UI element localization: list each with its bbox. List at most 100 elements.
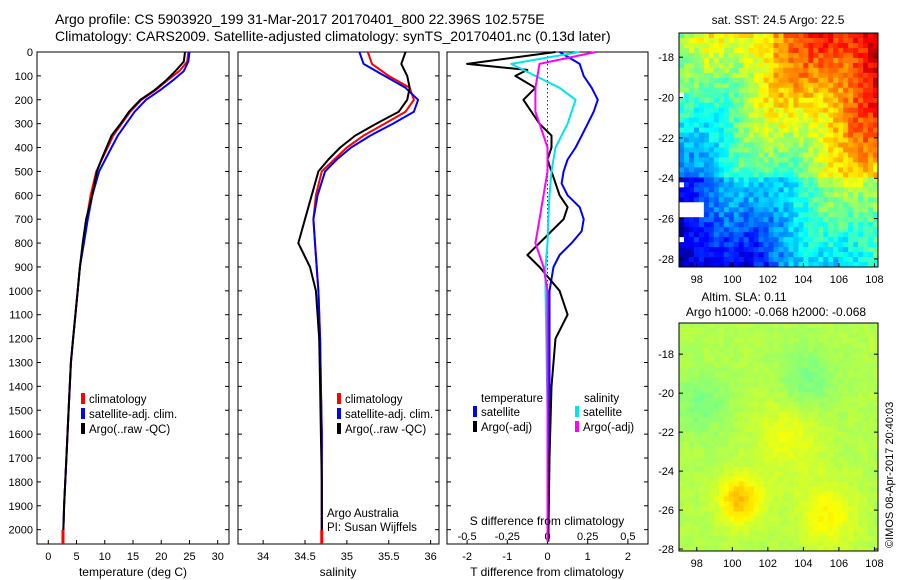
map-cell <box>783 127 789 134</box>
map-cell <box>843 526 849 532</box>
map-cell <box>873 257 879 263</box>
map-cell <box>778 432 784 438</box>
map-cell <box>808 132 814 139</box>
map-cell <box>679 162 685 168</box>
map-cell <box>823 402 829 408</box>
map-cell <box>868 33 874 39</box>
map-cell <box>743 152 750 158</box>
map-cell <box>788 387 794 393</box>
map-cell <box>768 496 775 502</box>
map-cell <box>863 112 869 119</box>
map-cell <box>763 87 770 94</box>
map-cell <box>798 142 804 149</box>
map-cell <box>733 52 740 59</box>
map-cell <box>693 382 700 388</box>
map-cell <box>733 521 740 527</box>
map-cell <box>843 67 849 74</box>
map-cell <box>778 541 784 547</box>
map-cell <box>768 202 775 208</box>
map-cell <box>723 496 730 502</box>
map-cell <box>758 347 765 354</box>
map-cell <box>828 77 834 84</box>
map-cell <box>858 531 864 537</box>
legend-swatch-satellite <box>81 408 85 419</box>
map-cell <box>688 92 695 99</box>
map-cell <box>793 77 799 84</box>
map-cell <box>748 451 755 458</box>
map-cell <box>688 521 695 527</box>
map-cell <box>748 52 755 59</box>
map-cell <box>788 212 794 218</box>
map-cell <box>738 456 745 463</box>
map-cell <box>838 82 844 89</box>
map-cell <box>723 37 730 44</box>
map-cell <box>838 202 844 208</box>
map-cell <box>778 87 784 94</box>
map-cell <box>858 162 864 168</box>
map-cell <box>848 466 854 473</box>
depth-tick-label: 2000 <box>9 525 33 537</box>
map-cell <box>833 67 839 74</box>
map-cell <box>728 486 735 493</box>
map-cell <box>818 437 824 443</box>
map-cell <box>738 441 745 448</box>
map-cell <box>679 142 685 149</box>
map-cell <box>823 77 829 84</box>
map-cell <box>773 427 779 433</box>
map-cell <box>863 137 869 144</box>
map-cell <box>683 37 690 44</box>
map-cell <box>808 496 814 502</box>
map-cell <box>768 367 775 374</box>
map-cell <box>768 446 775 453</box>
map-cell <box>823 217 829 223</box>
map-cell <box>833 342 839 349</box>
map-cell <box>703 42 710 49</box>
map-cell <box>793 342 799 349</box>
map-cell <box>768 506 775 512</box>
map-cell <box>808 377 814 383</box>
map-cell <box>773 372 779 379</box>
map-cell <box>848 127 854 134</box>
map-cell <box>818 97 824 104</box>
map-cell <box>733 252 740 258</box>
map-cell <box>778 57 784 64</box>
map-cell <box>803 62 809 69</box>
map-cell <box>738 242 745 248</box>
map-cell <box>788 352 794 359</box>
map-cell <box>728 323 735 329</box>
map-cell <box>833 526 839 532</box>
map-cell <box>783 486 789 493</box>
map-cell <box>873 232 879 238</box>
map-cell <box>728 257 735 263</box>
map-cell <box>823 72 829 79</box>
map-cell <box>733 387 740 393</box>
map-cell <box>763 122 770 129</box>
sst-map-image <box>679 33 879 268</box>
map-cell <box>853 82 859 89</box>
map-cell <box>813 501 819 507</box>
map-cell <box>863 357 869 364</box>
map-cell <box>753 62 760 69</box>
map-cell <box>783 476 789 483</box>
map-cell <box>698 387 705 393</box>
map-cell <box>703 531 710 537</box>
map-cell <box>688 471 695 478</box>
map-cell <box>723 451 730 458</box>
map-cell <box>713 207 720 213</box>
map-cell <box>718 252 725 258</box>
map-cell <box>723 516 730 522</box>
map-cell <box>703 107 710 114</box>
map-cell <box>748 102 755 109</box>
map-cell <box>713 167 720 173</box>
map-cell <box>703 222 710 228</box>
map-cell <box>683 207 690 213</box>
map-cell <box>838 112 844 119</box>
map-cell <box>808 97 814 104</box>
map-cell <box>813 446 819 453</box>
map-cell <box>743 511 750 517</box>
map-cell <box>683 511 690 517</box>
map-cell <box>873 142 879 149</box>
map-cell <box>718 77 725 84</box>
map-cell <box>783 87 789 94</box>
map-cell <box>679 342 685 349</box>
